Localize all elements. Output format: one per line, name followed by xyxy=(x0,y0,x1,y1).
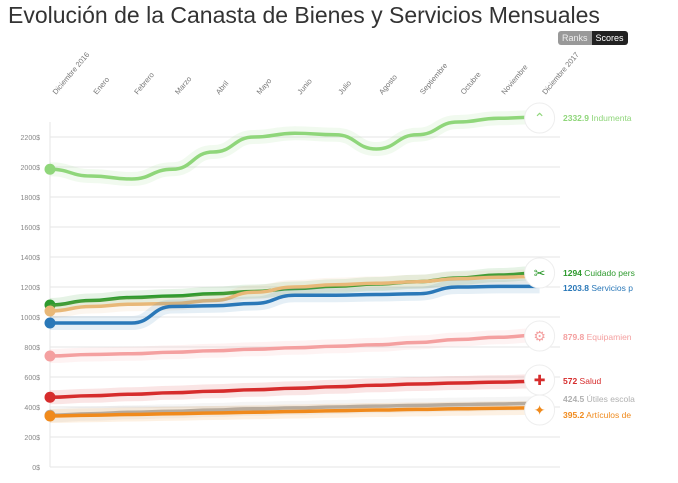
series-start-point[interactable] xyxy=(44,163,56,175)
appliance-icon-glyph: ⚙ xyxy=(533,328,546,344)
series-end-value: 1203.8 xyxy=(563,283,589,293)
cleaning-icon-glyph: ✦ xyxy=(534,402,546,418)
series-line[interactable] xyxy=(50,284,540,325)
x-tick-label: Diciembre 2017 xyxy=(540,50,581,96)
series-end-name: Útiles escola xyxy=(584,394,635,404)
hospital-icon-glyph: ✚ xyxy=(534,372,546,388)
series-line[interactable] xyxy=(49,333,540,358)
y-tick-label: 400$ xyxy=(24,405,40,412)
series-end-label: 572 Salud xyxy=(563,376,602,386)
y-tick-label: 1000$ xyxy=(21,315,41,322)
x-tick-label: Enero xyxy=(91,75,111,96)
y-tick-label: 1200$ xyxy=(21,285,41,292)
x-tick-label: Mayo xyxy=(255,76,274,96)
series-end-label: 2332.9 Indumenta xyxy=(563,113,632,123)
hanger-icon-glyph: ⌃ xyxy=(534,110,546,126)
series-end-name: Servicios p xyxy=(589,283,633,293)
series-end-name: Salud xyxy=(577,376,601,386)
hair-clipper-icon xyxy=(524,257,556,289)
series-end-value: 1294 xyxy=(563,268,582,278)
series-end-label: 395.2 Artículos de xyxy=(563,410,631,420)
y-tick-label: 1800$ xyxy=(21,195,41,202)
series-end-label: 879.8 Equipamien xyxy=(563,332,632,342)
y-tick-label: 600$ xyxy=(24,375,40,382)
hair-clipper-icon-glyph: ✂ xyxy=(534,265,546,281)
series-start-point[interactable] xyxy=(44,350,56,362)
scores-button[interactable]: Scores xyxy=(591,31,628,45)
series-line[interactable] xyxy=(49,274,540,313)
series-end-value: 879.8 xyxy=(563,332,585,342)
y-tick-label: 0$ xyxy=(32,465,40,472)
series-line[interactable] xyxy=(49,379,540,399)
series-end-value: 2332.9 xyxy=(563,113,589,123)
x-tick-label: Febrero xyxy=(132,70,156,96)
view-toggle[interactable]: Ranks Scores xyxy=(558,31,628,45)
hanger-icon xyxy=(524,102,556,134)
appliance-icon xyxy=(524,320,556,352)
series-end-name: Indumenta xyxy=(589,113,632,123)
series-line[interactable] xyxy=(49,405,540,418)
series-start-point[interactable] xyxy=(44,317,56,329)
y-tick-label: 1400$ xyxy=(21,255,41,262)
series-start-point[interactable] xyxy=(44,391,56,403)
y-tick-label: 1600$ xyxy=(21,225,41,232)
x-tick-label: Agosto xyxy=(377,73,399,97)
series-start-point[interactable] xyxy=(44,410,56,422)
x-tick-label: Marzo xyxy=(173,75,193,97)
series-end-label: 424.5 Útiles escola xyxy=(563,394,635,404)
y-tick-label: 800$ xyxy=(24,345,40,352)
ranks-button[interactable]: Ranks xyxy=(558,31,592,45)
y-tick-label: 200$ xyxy=(24,435,40,442)
series-end-name: Cuidado pers xyxy=(582,268,635,278)
series-end-label: 1203.8 Servicios p xyxy=(563,283,633,293)
x-tick-label: Noviembre xyxy=(499,63,529,97)
x-tick-label: Septiembre xyxy=(418,61,450,96)
series-end-name: Artículos de xyxy=(584,410,631,420)
series-band xyxy=(49,110,540,187)
x-tick-label: Octubre xyxy=(459,70,483,96)
series-end-value: 424.5 xyxy=(563,394,585,404)
y-tick-label: 2200$ xyxy=(21,135,41,142)
x-tick-label: Julio xyxy=(336,79,353,97)
series-line[interactable] xyxy=(49,401,540,417)
chart-title: Evolución de la Canasta de Bienes y Serv… xyxy=(8,2,600,28)
y-tick-label: 2000$ xyxy=(21,165,41,172)
x-tick-label: Diciembre 2016 xyxy=(51,50,92,96)
cleaning-icon xyxy=(524,394,556,426)
series-end-name: Equipamien xyxy=(584,332,632,342)
series-end-value: 572 xyxy=(563,376,577,386)
series-end-label: 1294 Cuidado pers xyxy=(563,268,635,278)
series-start-point[interactable] xyxy=(44,305,56,317)
x-tick-label: Abril xyxy=(214,79,231,97)
x-tick-label: Junio xyxy=(295,77,313,97)
series-line[interactable] xyxy=(49,115,540,181)
series-end-value: 395.2 xyxy=(563,410,585,420)
